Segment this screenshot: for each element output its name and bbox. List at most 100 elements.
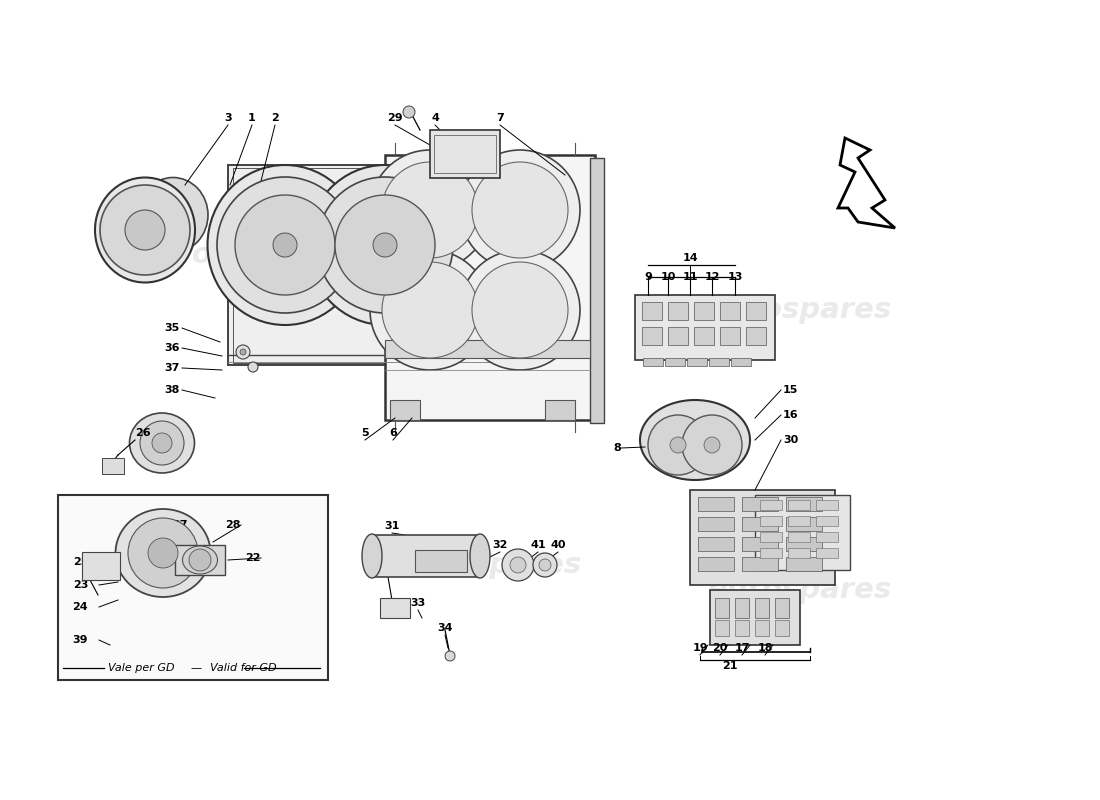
Bar: [788, 500, 810, 510]
Bar: [786, 497, 822, 511]
Ellipse shape: [208, 165, 363, 325]
Text: 13: 13: [727, 272, 742, 282]
Circle shape: [670, 437, 686, 453]
Ellipse shape: [130, 413, 195, 473]
Polygon shape: [838, 138, 895, 228]
Circle shape: [373, 233, 397, 257]
Bar: [710, 590, 800, 645]
Text: 8: 8: [613, 443, 620, 453]
Circle shape: [460, 150, 580, 270]
Text: 4: 4: [431, 113, 439, 123]
Text: 19: 19: [692, 643, 707, 653]
Bar: [755, 620, 769, 636]
Bar: [372, 535, 480, 577]
Bar: [690, 490, 835, 585]
Text: 24: 24: [73, 602, 88, 612]
Ellipse shape: [183, 546, 218, 574]
Circle shape: [128, 518, 198, 588]
Circle shape: [125, 210, 165, 250]
Bar: [816, 500, 838, 510]
Bar: [390, 400, 420, 420]
Bar: [786, 517, 822, 531]
Text: 22: 22: [245, 553, 261, 563]
Circle shape: [148, 538, 178, 568]
Text: 36: 36: [165, 343, 180, 353]
Text: 16: 16: [783, 410, 799, 420]
Text: 18: 18: [757, 643, 772, 653]
Circle shape: [382, 262, 478, 358]
Text: 40: 40: [550, 540, 565, 550]
Circle shape: [502, 549, 534, 581]
Bar: [233, 168, 498, 363]
Bar: [742, 497, 778, 511]
Circle shape: [248, 362, 258, 372]
Text: 1: 1: [249, 113, 256, 123]
Bar: [788, 532, 810, 542]
Bar: [732, 358, 751, 366]
Bar: [102, 458, 124, 474]
Text: 11: 11: [682, 272, 697, 282]
Bar: [228, 165, 498, 365]
Circle shape: [472, 162, 568, 258]
Bar: [786, 537, 822, 551]
Bar: [544, 400, 575, 420]
Text: 28: 28: [226, 520, 241, 530]
Bar: [742, 537, 778, 551]
Circle shape: [152, 433, 172, 453]
Circle shape: [317, 177, 453, 313]
Text: 37: 37: [165, 363, 180, 373]
Ellipse shape: [640, 400, 750, 480]
Circle shape: [446, 651, 455, 661]
Text: 26: 26: [135, 428, 151, 438]
Circle shape: [534, 553, 557, 577]
Bar: [755, 495, 850, 570]
Bar: [760, 532, 782, 542]
Bar: [760, 516, 782, 526]
Bar: [816, 548, 838, 558]
Bar: [82, 552, 120, 580]
Circle shape: [539, 559, 551, 571]
Bar: [816, 532, 838, 542]
Bar: [742, 557, 778, 571]
Text: 20: 20: [713, 643, 728, 653]
Bar: [720, 327, 740, 345]
Circle shape: [273, 233, 297, 257]
Bar: [379, 598, 410, 618]
Bar: [590, 158, 604, 423]
Ellipse shape: [95, 178, 195, 282]
Bar: [642, 302, 662, 320]
Text: 3: 3: [224, 113, 232, 123]
Text: 39: 39: [73, 635, 88, 645]
Text: 14: 14: [682, 253, 697, 263]
Text: 33: 33: [410, 598, 426, 608]
Text: 15: 15: [783, 385, 799, 395]
Circle shape: [236, 345, 250, 359]
Bar: [755, 598, 769, 618]
Bar: [688, 358, 707, 366]
Bar: [746, 327, 766, 345]
Bar: [720, 302, 740, 320]
Bar: [760, 500, 782, 510]
Circle shape: [140, 421, 184, 465]
Text: 41: 41: [530, 540, 546, 550]
Ellipse shape: [116, 509, 210, 597]
Text: 9: 9: [645, 272, 652, 282]
Circle shape: [382, 162, 478, 258]
Bar: [385, 340, 590, 358]
Text: eurospares: eurospares: [708, 296, 892, 324]
Bar: [735, 620, 749, 636]
Bar: [666, 358, 685, 366]
Circle shape: [648, 415, 708, 475]
Text: 12: 12: [704, 272, 719, 282]
Bar: [694, 302, 714, 320]
Bar: [698, 557, 734, 571]
Text: eurospares: eurospares: [708, 576, 892, 604]
Circle shape: [235, 195, 336, 295]
Bar: [816, 516, 838, 526]
Bar: [668, 302, 688, 320]
Bar: [710, 358, 729, 366]
Bar: [742, 517, 778, 531]
Text: Vale per GD: Vale per GD: [108, 663, 175, 673]
Bar: [698, 517, 734, 531]
Circle shape: [336, 195, 434, 295]
